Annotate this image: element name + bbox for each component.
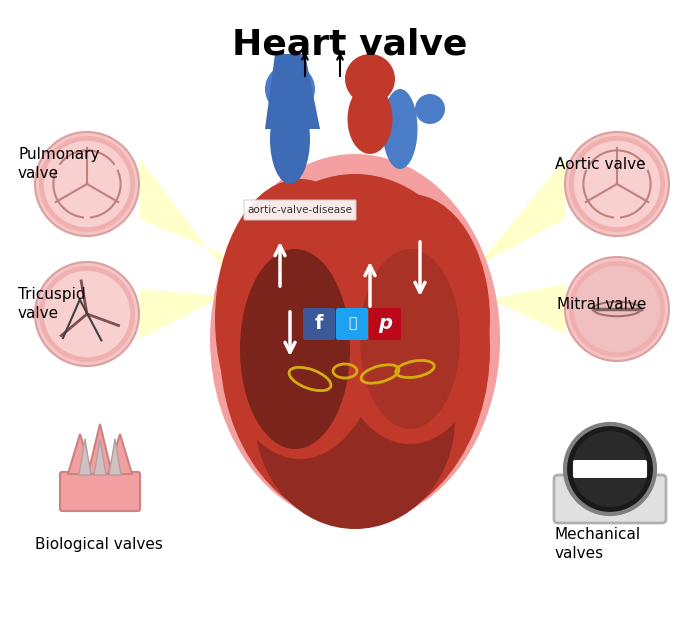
Polygon shape: [415, 264, 565, 334]
Circle shape: [574, 266, 660, 352]
Ellipse shape: [255, 309, 455, 529]
Circle shape: [35, 262, 139, 366]
Ellipse shape: [415, 94, 445, 124]
Polygon shape: [94, 439, 106, 475]
Polygon shape: [140, 159, 295, 364]
Polygon shape: [140, 254, 305, 339]
Polygon shape: [265, 54, 320, 129]
Text: Mechanical
valves: Mechanical valves: [555, 527, 641, 561]
Circle shape: [574, 141, 660, 227]
Text: 🐦: 🐦: [348, 316, 356, 330]
Circle shape: [39, 266, 135, 362]
Ellipse shape: [330, 194, 490, 444]
FancyBboxPatch shape: [60, 472, 140, 511]
Text: Pulmonary
valve: Pulmonary valve: [18, 147, 99, 181]
Polygon shape: [109, 439, 121, 475]
FancyBboxPatch shape: [554, 475, 666, 523]
FancyBboxPatch shape: [369, 308, 401, 340]
FancyBboxPatch shape: [336, 308, 368, 340]
Polygon shape: [405, 159, 565, 354]
Text: Aortic valve: Aortic valve: [555, 157, 645, 171]
Ellipse shape: [220, 174, 490, 524]
Ellipse shape: [360, 249, 460, 429]
Ellipse shape: [210, 154, 500, 524]
Polygon shape: [108, 434, 132, 474]
FancyBboxPatch shape: [244, 200, 356, 220]
FancyBboxPatch shape: [573, 460, 647, 478]
Circle shape: [565, 132, 669, 236]
FancyBboxPatch shape: [303, 308, 335, 340]
Text: p: p: [378, 313, 392, 332]
Text: Biological valves: Biological valves: [35, 537, 163, 552]
Ellipse shape: [215, 179, 385, 459]
Polygon shape: [79, 439, 91, 475]
Text: Heart valve: Heart valve: [232, 27, 468, 61]
Ellipse shape: [265, 64, 315, 114]
Circle shape: [572, 431, 648, 507]
Ellipse shape: [270, 94, 310, 184]
Circle shape: [565, 424, 655, 514]
Ellipse shape: [240, 249, 350, 449]
Polygon shape: [88, 424, 112, 474]
Text: aortic-valve-disease: aortic-valve-disease: [248, 205, 353, 215]
Polygon shape: [68, 434, 92, 474]
Ellipse shape: [345, 54, 395, 104]
Text: Mitral valve: Mitral valve: [557, 297, 646, 311]
Ellipse shape: [382, 89, 417, 169]
Circle shape: [569, 136, 665, 232]
Circle shape: [35, 132, 139, 236]
Ellipse shape: [347, 84, 393, 154]
Circle shape: [565, 257, 669, 361]
Circle shape: [44, 141, 130, 227]
Circle shape: [569, 261, 665, 357]
Circle shape: [44, 271, 130, 357]
Text: Tricuspid
valve: Tricuspid valve: [18, 287, 85, 321]
Text: f: f: [315, 313, 323, 332]
Circle shape: [39, 136, 135, 232]
